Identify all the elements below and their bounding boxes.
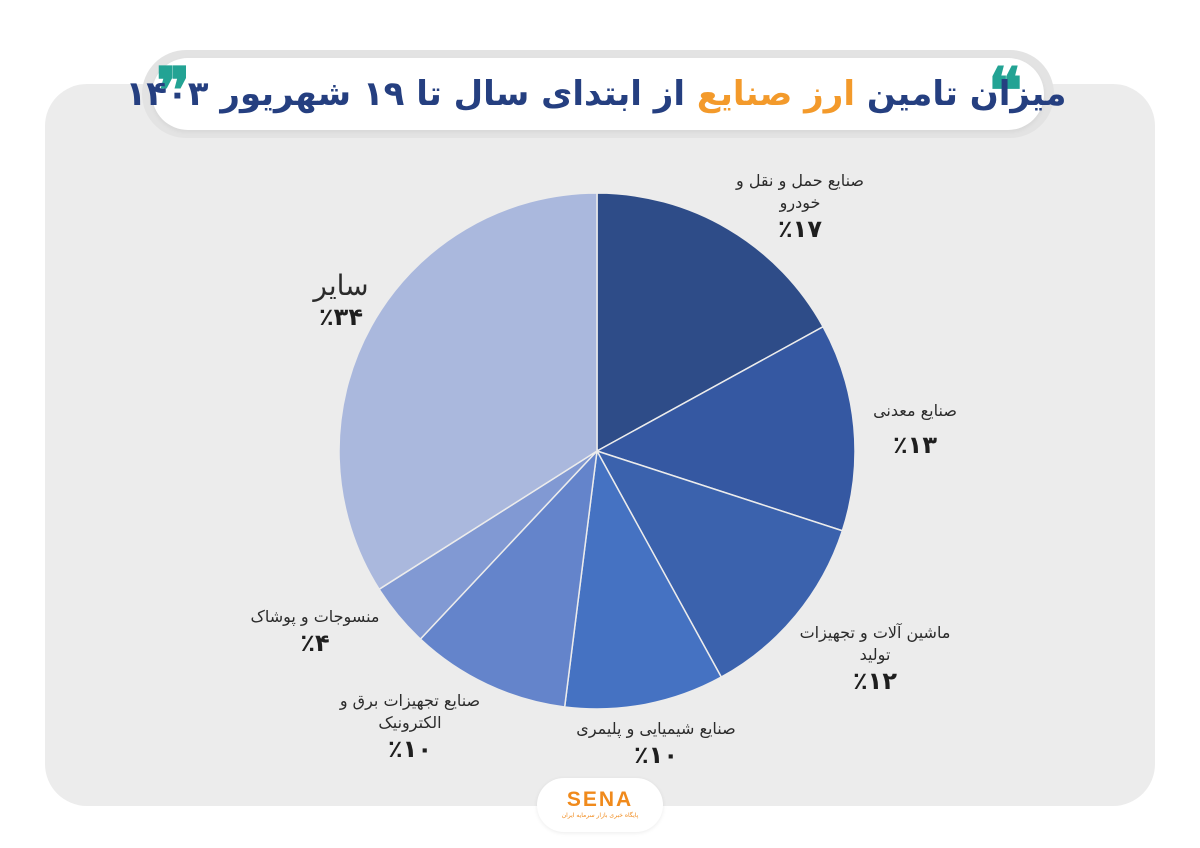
slice-label-line: خودرو bbox=[779, 193, 821, 212]
slice-percent: ٪۱۷ bbox=[778, 215, 822, 243]
slice-percent: ٪۴ bbox=[300, 629, 330, 657]
slice-label-line: صنایع معدنی bbox=[873, 401, 957, 420]
slice-percent: ٪۱۳ bbox=[893, 431, 937, 459]
label-other: سایر ٪۳۴ bbox=[286, 270, 396, 332]
title-part-1: میزان تامین bbox=[866, 74, 1067, 114]
page-title: میزان تامین ارز صنایع از ابتدای سال تا ۱… bbox=[126, 58, 1067, 130]
label-chemical: صنایع شیمیایی و پلیمری ٪۱۰ bbox=[566, 718, 746, 770]
label-transport: صنایع حمل و نقل و خودرو ٪۱۷ bbox=[730, 170, 870, 244]
label-electronics: صنایع تجهیزات برق و الکترونیک ٪۱۰ bbox=[330, 690, 490, 764]
slice-label-line: الکترونیک bbox=[378, 713, 442, 732]
pie-slice-machinery bbox=[595, 449, 844, 679]
slice-label-line: صنایع شیمیایی و پلیمری bbox=[576, 719, 736, 738]
label-mining: صنایع معدنی ٪۱۳ bbox=[860, 400, 970, 460]
slice-percent: ٪۱۰ bbox=[388, 735, 432, 763]
slice-label-line: تولید bbox=[859, 645, 891, 664]
slice-percent: ٪۳۴ bbox=[319, 303, 363, 331]
slice-percent: ٪۱۲ bbox=[853, 667, 897, 695]
quote-open-icon: ❞ bbox=[156, 54, 191, 129]
pie-slice-other bbox=[338, 192, 598, 591]
title-accent: ارز صنایع bbox=[696, 74, 855, 114]
pie-slice-mining bbox=[595, 325, 856, 532]
sena-logo: SENA پایگاه خبری بازار سرمایه ایران bbox=[537, 778, 663, 832]
slice-label-line: سایر bbox=[313, 269, 369, 302]
title-banner-inner bbox=[152, 58, 1044, 130]
logo-tagline: پایگاه خبری بازار سرمایه ایران bbox=[561, 812, 639, 819]
slice-label-line: صنایع حمل و نقل و bbox=[736, 171, 864, 190]
pie-slice-chemical bbox=[563, 448, 723, 710]
title-part-2: از ابتدای سال تا ۱۹ شهریور ۱۴۰۳ bbox=[125, 74, 685, 114]
slice-percent: ٪۱۰ bbox=[634, 741, 678, 769]
label-machinery: ماشین آلات و تجهیزات تولید ٪۱۲ bbox=[790, 622, 960, 696]
logo-wordmark: SENA bbox=[566, 788, 634, 811]
pie-slice-electronics bbox=[419, 448, 599, 708]
label-textile: منسوجات و پوشاک ٪۴ bbox=[240, 606, 390, 658]
slice-label-line: صنایع تجهیزات برق و bbox=[339, 691, 481, 710]
slice-label-line: ماشین آلات و تجهیزات bbox=[799, 623, 951, 642]
quote-close-icon: ❝ bbox=[988, 54, 1023, 129]
pie-slice-transport bbox=[596, 192, 825, 453]
slice-label-line: منسوجات و پوشاک bbox=[250, 607, 380, 626]
